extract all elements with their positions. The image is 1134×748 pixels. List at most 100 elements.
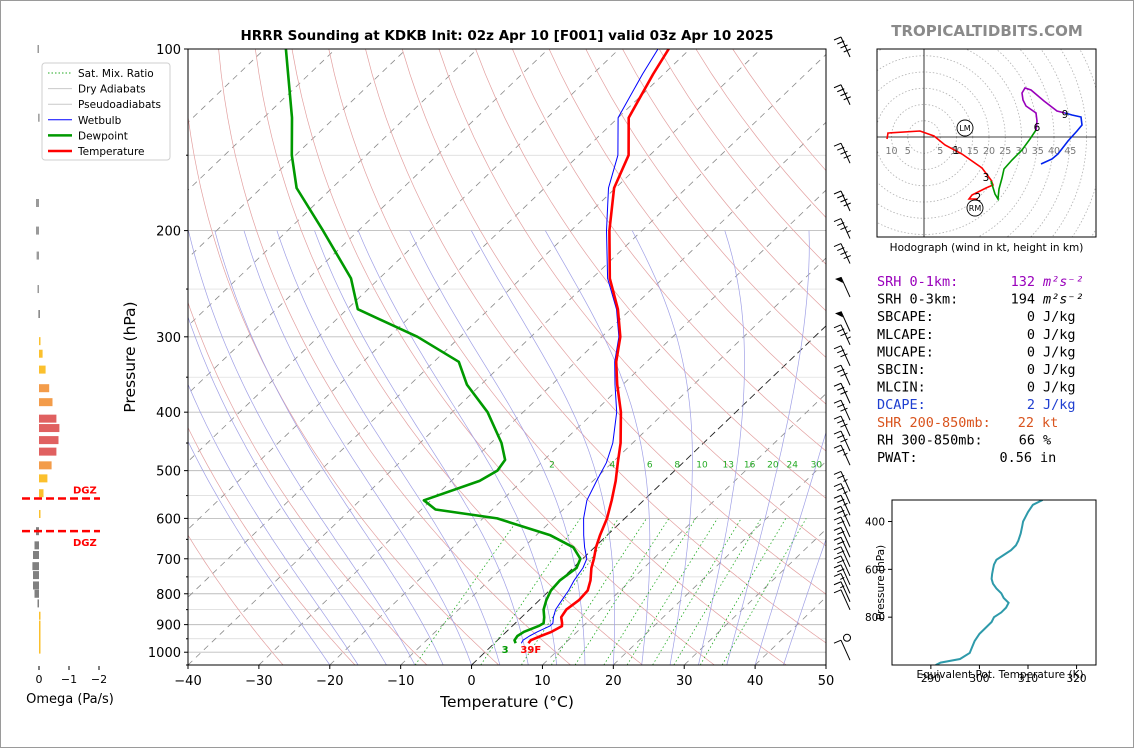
barb-full: [837, 146, 845, 151]
site-branding: TROPICALTIDBITS.COM: [891, 22, 1083, 40]
dry-adiabat: [328, 49, 787, 665]
dgz-label: DGZ: [73, 538, 97, 549]
barb-staff: [840, 564, 851, 586]
dry-adiabat: [188, 534, 284, 665]
dry-adiabat: [254, 49, 643, 665]
barb-full: [840, 353, 848, 358]
omega-bar: [39, 447, 57, 456]
x-tick-label: 40: [747, 674, 764, 689]
barb-staff: [840, 364, 851, 386]
dry-adiabat: [475, 49, 826, 499]
index-row: SHR 200-850mb: 22 kt: [877, 415, 1058, 431]
mixing-ratio-label: 16: [744, 461, 756, 471]
barb-full: [843, 255, 851, 260]
barb-full: [833, 364, 842, 369]
omega-bar: [38, 113, 40, 122]
barb-full: [833, 581, 842, 586]
index-label: SRH 0-3km:: [877, 292, 958, 308]
wind-barb: [843, 633, 851, 642]
hodo-height-label: 1: [953, 145, 960, 157]
barb-full: [840, 438, 848, 443]
pseudoadiabat: [357, 230, 557, 665]
omega-bar: [32, 562, 39, 571]
barb-full: [840, 92, 848, 97]
pseudoadiabat: [409, 230, 586, 665]
dry-adiabat: [401, 49, 826, 595]
barb-full: [833, 483, 842, 488]
omega-bar: [34, 589, 39, 598]
pseudoadiabat: [783, 538, 826, 665]
barb-full: [837, 559, 845, 564]
barb-full: [837, 40, 845, 45]
barb-staff: [840, 573, 851, 594]
hodo-trace-9km-plus: [1040, 112, 1083, 165]
legend: Sat. Mix. Ratio Dry Adiabats Pseudoadiabat…: [41, 62, 171, 161]
wind-barb: [833, 415, 851, 437]
theta-e-panel: 290 300 310 320 400 600 800 Equivalent Pot. Tem…: [865, 499, 1097, 685]
barb-full: [840, 150, 848, 155]
barb-half: [843, 491, 848, 495]
wind-barbs: [833, 36, 851, 661]
dry-adiabat: [365, 49, 826, 644]
right-mover-marker: [966, 199, 984, 217]
wind-barb: [833, 526, 851, 548]
pseudoadiabat: [754, 431, 826, 665]
wind-barb: [833, 572, 851, 594]
omega-bar: [39, 611, 41, 620]
index-value: 2: [1027, 397, 1035, 413]
barb-full: [840, 226, 848, 231]
index-unit: m²s⁻²: [1042, 292, 1084, 308]
wind-barb: [833, 483, 851, 504]
dry-adiabat: [188, 426, 356, 665]
theta-e-line: [935, 500, 1044, 665]
legend-entry: Sat. Mix. Ratio: [78, 68, 154, 80]
wind-barb: [833, 546, 851, 567]
barb-full: [833, 516, 842, 521]
wind-barb: [833, 470, 851, 492]
skewt-axes-frame: [187, 48, 827, 666]
barb-full: [833, 639, 842, 644]
barb-full: [837, 88, 845, 93]
barb-staff: [840, 218, 851, 239]
hodo-ring-label: 5: [937, 146, 943, 157]
calm-circle: [843, 633, 851, 642]
theta-e-x-tick-label: 300: [969, 673, 989, 685]
barb-full: [840, 407, 848, 412]
mixing-ratio-label: 4: [610, 461, 616, 471]
barb-full: [837, 540, 845, 545]
dry-adiabat: [512, 49, 826, 452]
index-value: 0: [1027, 344, 1035, 360]
wind-barb: [835, 311, 851, 332]
barb-full: [843, 96, 851, 101]
theta-e-x-tick-label: 310: [1018, 673, 1038, 685]
y-tick-label: 700: [156, 553, 181, 568]
pseudoadiabat: [214, 230, 444, 665]
barb-full: [833, 572, 842, 577]
hodo-ring-label: 20: [983, 146, 995, 157]
index-row: RH 300-850mb: 66%: [877, 432, 1051, 448]
barb-full: [840, 198, 848, 203]
barb-full: [833, 399, 842, 404]
index-row: SBCIN: 0 J/kg: [877, 362, 1076, 378]
pseudoadiabat: [314, 230, 529, 665]
omega-tick-label: −1: [61, 673, 77, 686]
index-unit: J/kg: [1043, 362, 1076, 378]
barb-full: [837, 194, 845, 199]
barb-full: [837, 368, 845, 373]
index-row: DCAPE: 2 J/kg: [877, 397, 1076, 413]
y-tick-label: 800: [156, 588, 181, 603]
hodo-ring-label: 25: [999, 146, 1011, 157]
legend-entry: Temperature: [77, 146, 145, 158]
barb-staff: [840, 276, 851, 298]
isotherm: [188, 49, 691, 530]
omega-bar: [39, 627, 41, 636]
omega-tick-label: −2: [91, 673, 107, 686]
barb-full: [833, 536, 842, 541]
index-label: MLCAPE:: [877, 327, 934, 343]
index-value: 0.56: [999, 450, 1032, 466]
index-row: MLCAPE: 0 J/kg: [877, 327, 1076, 343]
theta-e-y-label: Pressure (hPa): [875, 545, 887, 620]
pseudoadiabat: [188, 383, 359, 665]
barb-full: [833, 430, 842, 435]
omega-bar: [33, 551, 39, 560]
